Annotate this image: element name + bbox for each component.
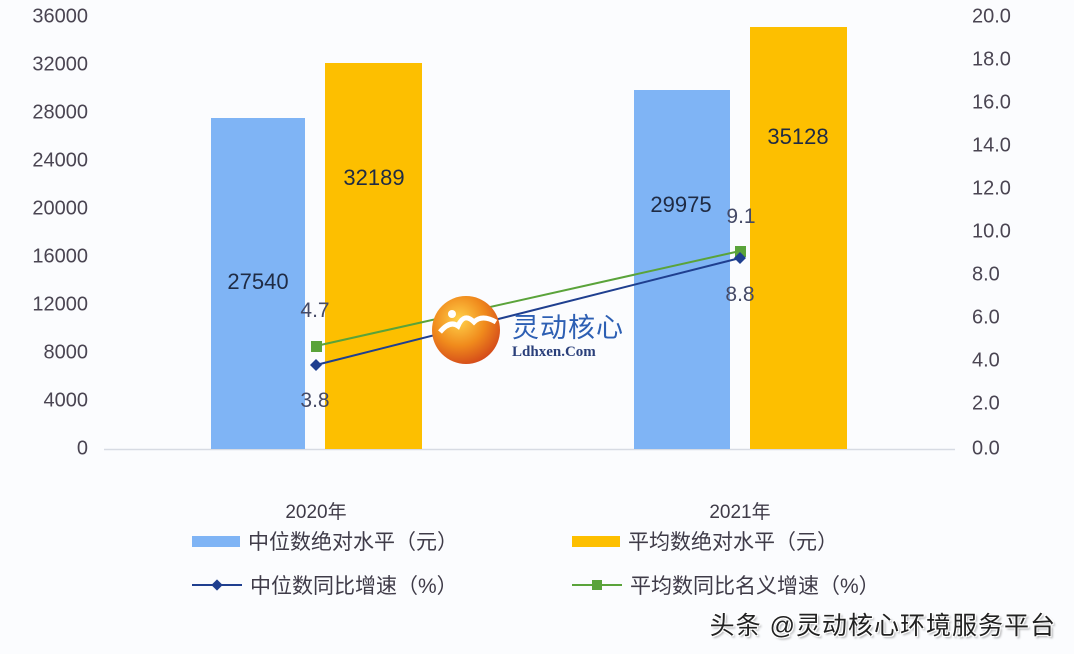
right-tick: 16.0 (972, 91, 1011, 114)
legend-label: 中位数同比增速（%） (250, 575, 458, 598)
left-tick: 4000 (43, 389, 89, 412)
left-tick: 12000 (32, 293, 88, 316)
right-tick: 12.0 (972, 177, 1011, 200)
legend-diamond-line-icon (192, 578, 242, 592)
bar-label-2021-mean: 35128 (767, 124, 829, 149)
legend-label: 平均数绝对水平（元） (628, 531, 838, 554)
left-tick: 20000 (32, 197, 88, 220)
left-tick: 16000 (32, 245, 88, 268)
point-label-2021-median: 8.8 (725, 283, 755, 306)
bar-2020-mean (325, 63, 422, 449)
right-y-axis: 20.0 18.0 16.0 14.0 12.0 10.0 8.0 6.0 4.… (972, 0, 1072, 470)
legend-mean-growth[interactable]: 平均数同比名义增速（%） (572, 570, 880, 600)
legend-swatch-orange-bar (572, 535, 620, 547)
right-tick: 14.0 (972, 134, 1011, 157)
source-credit: 头条 @灵动核心环境服务平台 (709, 612, 1056, 640)
right-tick: 2.0 (972, 392, 1000, 415)
marker-2021-mean-growth (735, 246, 746, 257)
bar-2020-median (211, 118, 305, 449)
line-median-growth (315, 257, 741, 366)
watermark-logo: 灵动核心 Ldhxen.Com (430, 292, 630, 368)
category-2020: 2020年 (285, 502, 347, 523)
point-label-2020-median: 3.8 (300, 389, 330, 412)
point-label-2021-mean: 9.1 (726, 205, 756, 228)
marker-2021-median-growth (734, 252, 746, 264)
bar-2021-mean (750, 27, 847, 449)
left-tick: 28000 (32, 101, 88, 124)
point-label-2020-mean: 4.7 (300, 299, 330, 322)
right-tick: 6.0 (972, 306, 1000, 329)
bar-2021-median (634, 90, 730, 449)
line-mean-growth (315, 250, 741, 347)
legend-label: 中位数绝对水平（元） (248, 531, 458, 554)
right-tick: 10.0 (972, 220, 1011, 243)
plot-area (104, 27, 955, 451)
right-tick: 20.0 (972, 5, 1011, 28)
left-tick: 0 (76, 437, 88, 460)
legend-swatch-blue-bar (192, 535, 240, 547)
legend-square-line-icon (572, 578, 622, 592)
bar-label-2021-median: 29975 (650, 192, 712, 217)
watermark-cn: 灵动核心 (512, 313, 624, 343)
left-tick: 32000 (32, 53, 88, 76)
left-tick: 24000 (32, 149, 88, 172)
bar-label-2020-median: 27540 (227, 269, 289, 294)
flame-logo-icon (432, 296, 500, 364)
category-2021: 2021年 (709, 502, 771, 523)
bar-label-2020-mean: 32189 (343, 165, 405, 190)
left-y-axis: 36000 32000 28000 24000 20000 16000 1200… (0, 0, 88, 470)
left-tick: 8000 (43, 341, 89, 364)
right-tick: 8.0 (972, 263, 1000, 286)
watermark-en: Ldhxen.Com (512, 344, 596, 360)
left-tick: 36000 (32, 5, 88, 28)
legend-mean-abs[interactable]: 平均数绝对水平（元） (572, 526, 838, 556)
legend-label: 平均数同比名义增速（%） (630, 575, 880, 598)
marker-2020-median-growth (310, 359, 322, 371)
right-tick: 18.0 (972, 48, 1011, 71)
legend-median-growth[interactable]: 中位数同比增速（%） (192, 570, 458, 600)
marker-2020-mean-growth (311, 341, 322, 352)
legend-median-abs[interactable]: 中位数绝对水平（元） (192, 526, 458, 556)
right-tick: 4.0 (972, 349, 1000, 372)
right-tick: 0.0 (972, 437, 1000, 460)
